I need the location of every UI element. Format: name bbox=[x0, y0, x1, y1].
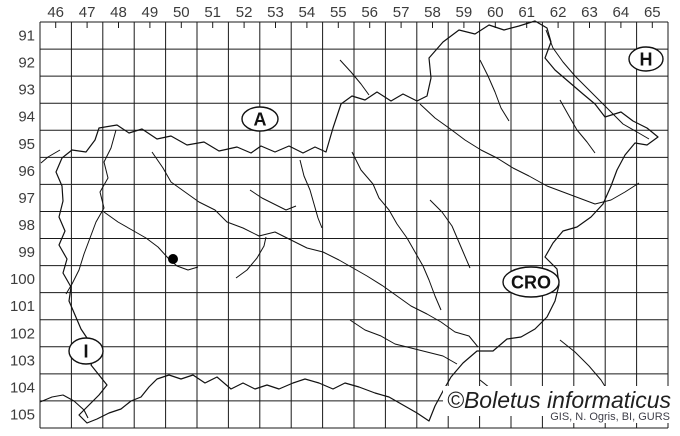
col-label: 61 bbox=[518, 4, 535, 21]
river-path bbox=[559, 99, 596, 154]
river-path bbox=[235, 236, 267, 279]
row-label: 91 bbox=[18, 28, 35, 45]
col-label: 64 bbox=[613, 4, 630, 21]
country-label-a: A bbox=[254, 109, 267, 129]
col-label: 62 bbox=[550, 4, 567, 21]
col-label: 47 bbox=[79, 4, 96, 21]
river-path bbox=[249, 189, 297, 211]
country-ellipse-i bbox=[68, 337, 104, 365]
col-label: 48 bbox=[110, 4, 127, 21]
col-label: 54 bbox=[299, 4, 316, 21]
row-label: 93 bbox=[18, 82, 35, 99]
row-label: 105 bbox=[10, 406, 35, 423]
river-path bbox=[103, 211, 199, 271]
row-label: 94 bbox=[18, 109, 35, 126]
river-path bbox=[349, 319, 458, 365]
country-label-cro: CRO bbox=[511, 272, 551, 292]
river-path bbox=[40, 149, 61, 164]
col-label: 57 bbox=[393, 4, 410, 21]
row-label: 96 bbox=[18, 163, 35, 180]
river-path bbox=[545, 29, 650, 140]
row-label: 104 bbox=[10, 379, 35, 396]
row-label: 98 bbox=[18, 217, 35, 234]
row-label: 101 bbox=[10, 298, 35, 315]
country-border-path bbox=[55, 20, 659, 424]
col-label: 52 bbox=[236, 4, 253, 21]
row-label: 99 bbox=[18, 244, 35, 261]
col-label: 58 bbox=[424, 4, 441, 21]
row-label: 100 bbox=[10, 271, 35, 288]
col-label: 59 bbox=[456, 4, 473, 21]
row-label: 92 bbox=[18, 55, 35, 72]
coastline-path bbox=[39, 394, 89, 419]
country-label-h: H bbox=[640, 49, 653, 69]
col-label: 60 bbox=[487, 4, 504, 21]
credit-text: GIS, N. Ogris, BI, GURS bbox=[547, 411, 673, 423]
river-path bbox=[339, 59, 370, 96]
row-label: 95 bbox=[18, 136, 35, 153]
river-path bbox=[151, 151, 479, 348]
col-label: 55 bbox=[330, 4, 347, 21]
occurrence-dot bbox=[168, 254, 178, 264]
row-label: 103 bbox=[10, 352, 35, 369]
country-label-i: I bbox=[83, 341, 88, 361]
row-label: 97 bbox=[18, 190, 35, 207]
country-ellipse-cro bbox=[502, 266, 560, 298]
country-ellipse-h bbox=[628, 46, 664, 72]
col-label: 56 bbox=[361, 4, 378, 21]
row-label: 102 bbox=[10, 325, 35, 342]
river-path bbox=[429, 199, 471, 269]
col-label: 50 bbox=[173, 4, 190, 21]
col-label: 53 bbox=[267, 4, 284, 21]
country-ellipse-a bbox=[241, 106, 279, 132]
river-path bbox=[419, 103, 640, 205]
river-path bbox=[351, 151, 442, 311]
col-label: 49 bbox=[142, 4, 159, 21]
col-label: 65 bbox=[644, 4, 661, 21]
col-label: 63 bbox=[581, 4, 598, 21]
river-path bbox=[299, 159, 323, 229]
col-label: 46 bbox=[47, 4, 64, 21]
river-path bbox=[65, 129, 117, 295]
river-path bbox=[479, 59, 510, 122]
col-label: 51 bbox=[204, 4, 221, 21]
